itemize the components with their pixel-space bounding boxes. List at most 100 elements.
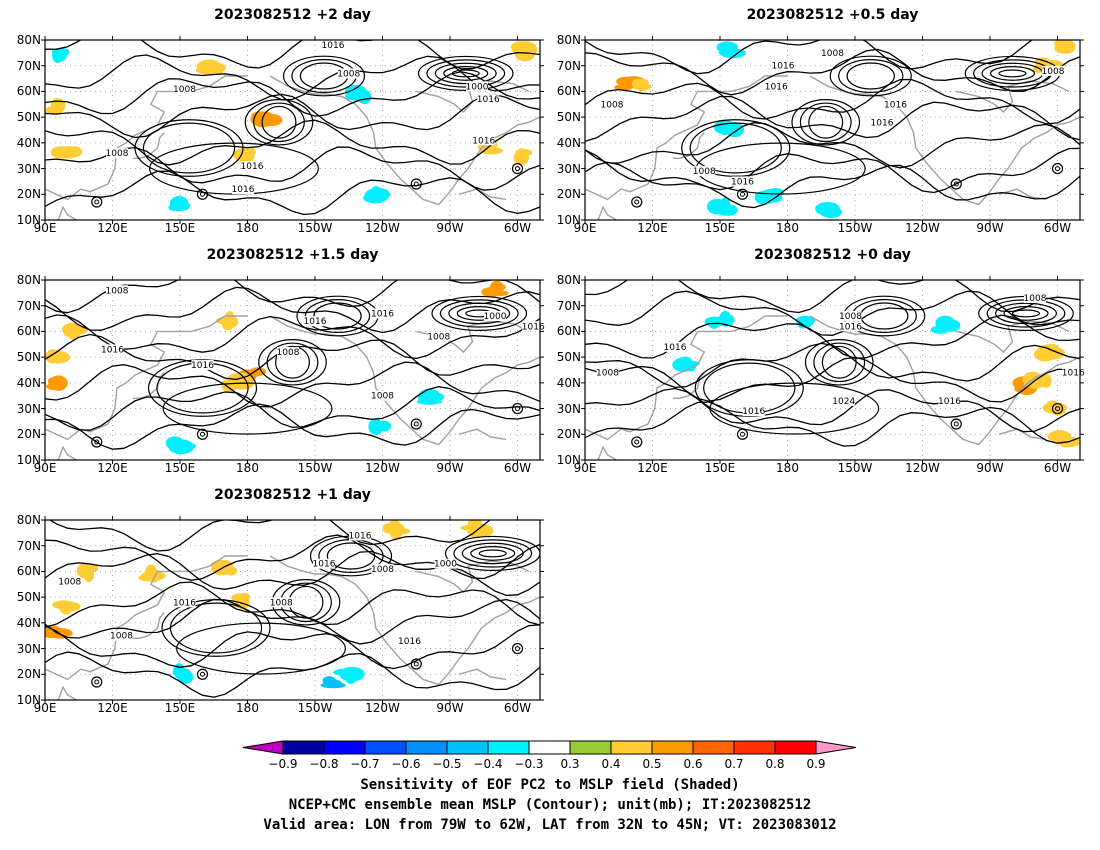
isobar-closed — [515, 406, 520, 412]
contour-label-bg — [477, 94, 500, 105]
contour-label-bg — [337, 68, 360, 79]
sensitivity-shading — [1039, 346, 1066, 360]
isobar-closed — [1011, 309, 1041, 318]
colorbar-tick-label: 0.8 — [765, 757, 785, 771]
coastline — [45, 75, 248, 201]
sensitivity-shading — [460, 524, 487, 531]
sensitivity-shading — [56, 601, 74, 610]
sensitivity-shading — [169, 196, 189, 212]
lon-tick-label: 150W — [297, 221, 333, 235]
contour-label: 1008 — [277, 348, 300, 358]
isobar-closed — [426, 59, 506, 88]
lat-tick-label: 80N — [16, 273, 41, 287]
lon-tick-label: 120E — [637, 461, 668, 475]
sensitivity-shading — [364, 188, 388, 204]
lon-tick-label: 150E — [704, 461, 736, 475]
isobar-closed — [147, 359, 258, 417]
contour-label: 1008 — [821, 49, 844, 59]
sensitivity-shading — [388, 520, 401, 532]
contour-label-bg — [313, 558, 335, 569]
isobar-closed — [91, 676, 103, 688]
sensitivity-shading — [224, 311, 235, 327]
lat-tick-label: 50N — [16, 590, 41, 605]
isobar-closed — [434, 62, 497, 85]
isobar-closed — [304, 298, 371, 334]
lon-tick-label: 150W — [837, 221, 873, 235]
isobar-closed — [740, 191, 745, 197]
isobar-closed — [681, 119, 791, 177]
isobar-closed — [821, 345, 857, 379]
coastline — [998, 428, 1047, 441]
isobar-closed — [266, 342, 319, 383]
sensitivity-shading — [493, 283, 506, 291]
contour-label: 1008 — [596, 369, 619, 379]
sensitivity-shading — [65, 146, 83, 158]
lat-tick-label: 40N — [16, 615, 41, 630]
contour-label-bg — [173, 83, 196, 94]
contour-label: 1024 — [832, 397, 855, 407]
sensitivity-shading — [938, 316, 951, 330]
isobar-closed — [134, 119, 244, 177]
coastline — [57, 445, 77, 460]
lat-tick-label: 20N — [556, 187, 581, 202]
contour-label-bg — [371, 308, 394, 319]
contour-label-bg — [349, 530, 371, 541]
contour-label-bg — [472, 135, 495, 146]
isobar — [585, 356, 1080, 403]
lon-tick-label: 90W — [436, 221, 464, 235]
isobar-closed — [631, 436, 643, 448]
contour-label: 1016 — [772, 62, 795, 72]
lon-tick-label: 60W — [503, 701, 532, 715]
isobar — [45, 54, 540, 101]
isobar — [585, 401, 1080, 447]
contour-label-bg — [522, 321, 545, 332]
colorbar-tick-label: 0.9 — [806, 757, 826, 771]
contour-label: 1008 — [693, 167, 716, 177]
lon-tick-label: 90E — [33, 461, 57, 475]
colorbar-segment — [323, 740, 366, 755]
coastline — [956, 320, 1070, 353]
isobar-closed — [275, 345, 310, 379]
lat-tick-label: 60N — [16, 84, 41, 99]
map-panel-2: 1008 1016 1016 1008 1016 1016 1000 1016 1008 1008 — [41, 276, 545, 464]
isobar-closed — [200, 671, 205, 677]
lat-tick-label: 50N — [16, 110, 41, 125]
isobar — [585, 314, 1080, 360]
sensitivity-shading — [260, 113, 283, 127]
isobar-closed — [161, 599, 271, 657]
coastline — [809, 75, 1080, 206]
sensitivity-shading — [679, 356, 692, 367]
sensitivity-shading — [61, 322, 85, 336]
isobar-closed — [417, 55, 514, 92]
contour-label-bg — [427, 331, 450, 342]
isobar-closed — [94, 679, 100, 685]
isobar-closed — [196, 668, 209, 680]
isobar-closed — [973, 59, 1052, 88]
isobar-closed — [694, 359, 804, 417]
contour-label-bg — [731, 176, 754, 187]
coastline — [45, 315, 248, 441]
contour-label-bg — [693, 166, 716, 177]
lon-tick-label: 90W — [436, 461, 464, 475]
contour-label: 1016 — [731, 177, 754, 187]
sensitivity-shading — [717, 125, 732, 136]
isobar-closed — [162, 382, 333, 435]
isobar-closed — [1055, 166, 1060, 172]
isobar-closed — [253, 102, 305, 143]
contour-label: 1016 — [304, 317, 327, 327]
sensitivity-shading — [815, 201, 840, 216]
isobar-closed — [703, 362, 796, 414]
isobar — [45, 534, 540, 581]
colorbar-segment — [405, 740, 448, 755]
colorbar-tick-label: −0.6 — [391, 757, 421, 771]
isobar-closed — [1051, 162, 1064, 175]
isobar — [585, 342, 1080, 389]
sensitivity-shading — [339, 666, 365, 682]
lon-tick-label: 90W — [976, 221, 1004, 235]
colorbar-segment — [528, 740, 571, 755]
lon-tick-label: 120W — [905, 461, 940, 475]
sensitivity-shading — [145, 564, 157, 580]
isobar-closed — [631, 196, 643, 208]
sensitivity-shading — [715, 204, 738, 216]
isobar-closed — [515, 166, 520, 172]
